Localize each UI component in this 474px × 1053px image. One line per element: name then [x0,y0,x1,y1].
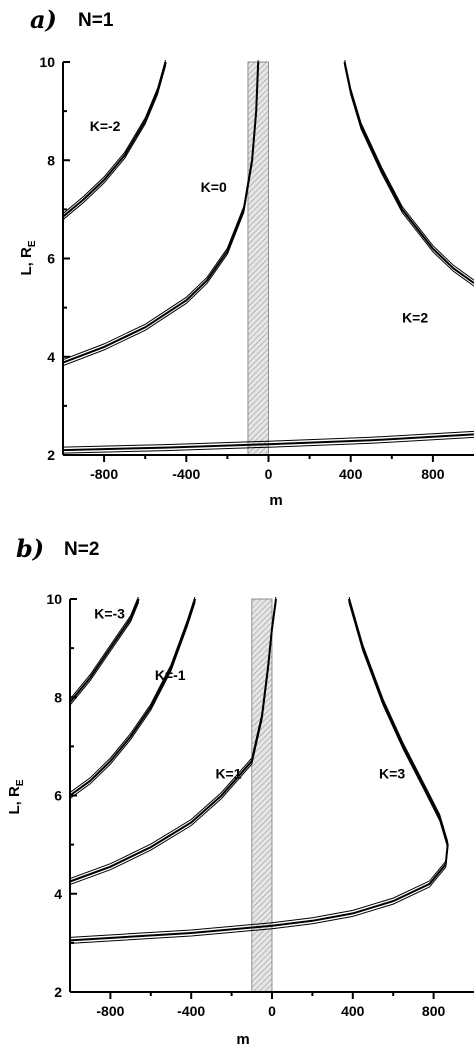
panel-b-y-axis-title-main: L, R [6,786,23,814]
panel-a-x-tick-label: -400 [172,466,200,482]
panel-b: b) N=2 2 4 6 8 10 -800 -400 0 400 800 K=-3 K=-1 K=1 K… [6,534,474,1048]
panel-a-y-tick-label: 10 [39,54,55,70]
panel-b-curve-label: K=3 [379,765,405,781]
panel-b-series-1-line [70,601,196,799]
panel-a-y-tick-label: 4 [47,349,55,365]
panel-b-y-axis-title: L, RE [6,779,26,814]
panel-a-series-3-line [63,436,474,454]
panel-a: a) N=1 2 4 6 8 10 -800 -400 0 400 800 K=-2 K=0 K=2 m… [18,5,474,509]
panel-b-x-tick-label: 0 [268,1003,276,1019]
panel-b-curve-label: K=-3 [94,606,125,622]
panel-b-series-0-line [70,598,140,703]
panel-a-curve-label: K=2 [402,309,428,325]
panel-a-x-tick-label: 0 [265,466,273,482]
panel-a-series-2-line [343,61,474,284]
panel-a-x-tick-label: 800 [421,466,445,482]
panel-a-y-axis-title-main: L, R [18,247,35,275]
panel-a-series-3-line [63,433,474,452]
panel-b-series-3-line [70,601,449,944]
panel-b-x-tick-label: -400 [177,1003,205,1019]
panel-b-plot-area: 2 4 6 8 10 -800 -400 0 400 800 K=-3 K=-1 K=1 K=3 [46,591,474,1019]
panel-a-series-0-line [63,61,167,218]
panel-b-x-tick-label: 400 [341,1003,365,1019]
panel-a-series-1-line [63,61,260,364]
panel-b-y-tick-label: 4 [54,886,62,902]
panel-a-series-0 [63,60,167,221]
panel-a-y-axis-title-sub: E [27,240,38,247]
panel-b-y-tick-label: 6 [54,788,62,804]
panel-a-x-axis-title: m [269,492,282,509]
panel-a-title: N=1 [78,10,114,31]
panel-a-series-2 [343,60,474,287]
panel-a-y-axis-title: L, RE [18,240,38,275]
panel-a-x-tick-label: -800 [90,466,118,482]
panel-a-series-1-line [63,60,259,361]
panel-b-series-0-line [70,601,140,706]
panel-b-letter: b) [16,534,44,563]
panel-b-series-0 [70,597,140,706]
panel-b-title: N=2 [64,539,99,560]
panel-a-x-tick-label: 400 [339,466,363,482]
panel-a-y-tick-label: 2 [47,447,55,463]
panel-a-plot-area: 2 4 6 8 10 -800 -400 0 400 800 K=-2 K=0 K=2 [39,54,474,482]
panel-b-series-3 [70,597,449,944]
panel-a-y-tick-label: 6 [47,251,55,267]
panel-a-shaded-band [247,61,269,456]
panel-a-series-2-line [344,60,474,281]
panel-b-curve-label: K=1 [215,765,241,781]
panel-b-series-1-line [70,598,197,797]
panel-b-series-2-line [70,598,277,883]
panel-b-series-2-line [70,601,277,885]
panel-a-series-3 [63,430,474,454]
panel-a-series-0-line [63,60,167,215]
panel-a-series-1 [63,60,260,367]
panel-b-curve-label: K=-1 [155,667,186,683]
panel-b-x-axis-title: m [236,1031,249,1048]
panel-b-x-tick-label: 800 [422,1003,446,1019]
panel-b-y-tick-label: 10 [46,591,62,607]
panel-b-y-tick-label: 2 [54,984,62,1000]
panel-a-series-1-line [63,64,259,367]
panel-b-y-tick-label: 8 [54,689,62,705]
panel-a-series-3-line [63,430,474,448]
panel-a-letter: a) [30,5,57,34]
panel-a-series-2-line [344,64,474,287]
panel-a-curve-label: K=-2 [90,118,121,134]
panel-b-y-axis-title-sub: E [15,779,26,786]
panel-b-series-1-line [70,597,196,793]
panel-a-series-0-line [63,64,167,221]
panel-b-x-tick-label: -800 [96,1003,124,1019]
panel-a-y-tick-label: 8 [47,152,55,168]
panel-b-series-2 [70,597,277,885]
panel-b-series-1 [70,597,197,799]
panel-a-curve-label: K=0 [201,179,227,195]
panel-b-series-0-line [70,597,139,700]
